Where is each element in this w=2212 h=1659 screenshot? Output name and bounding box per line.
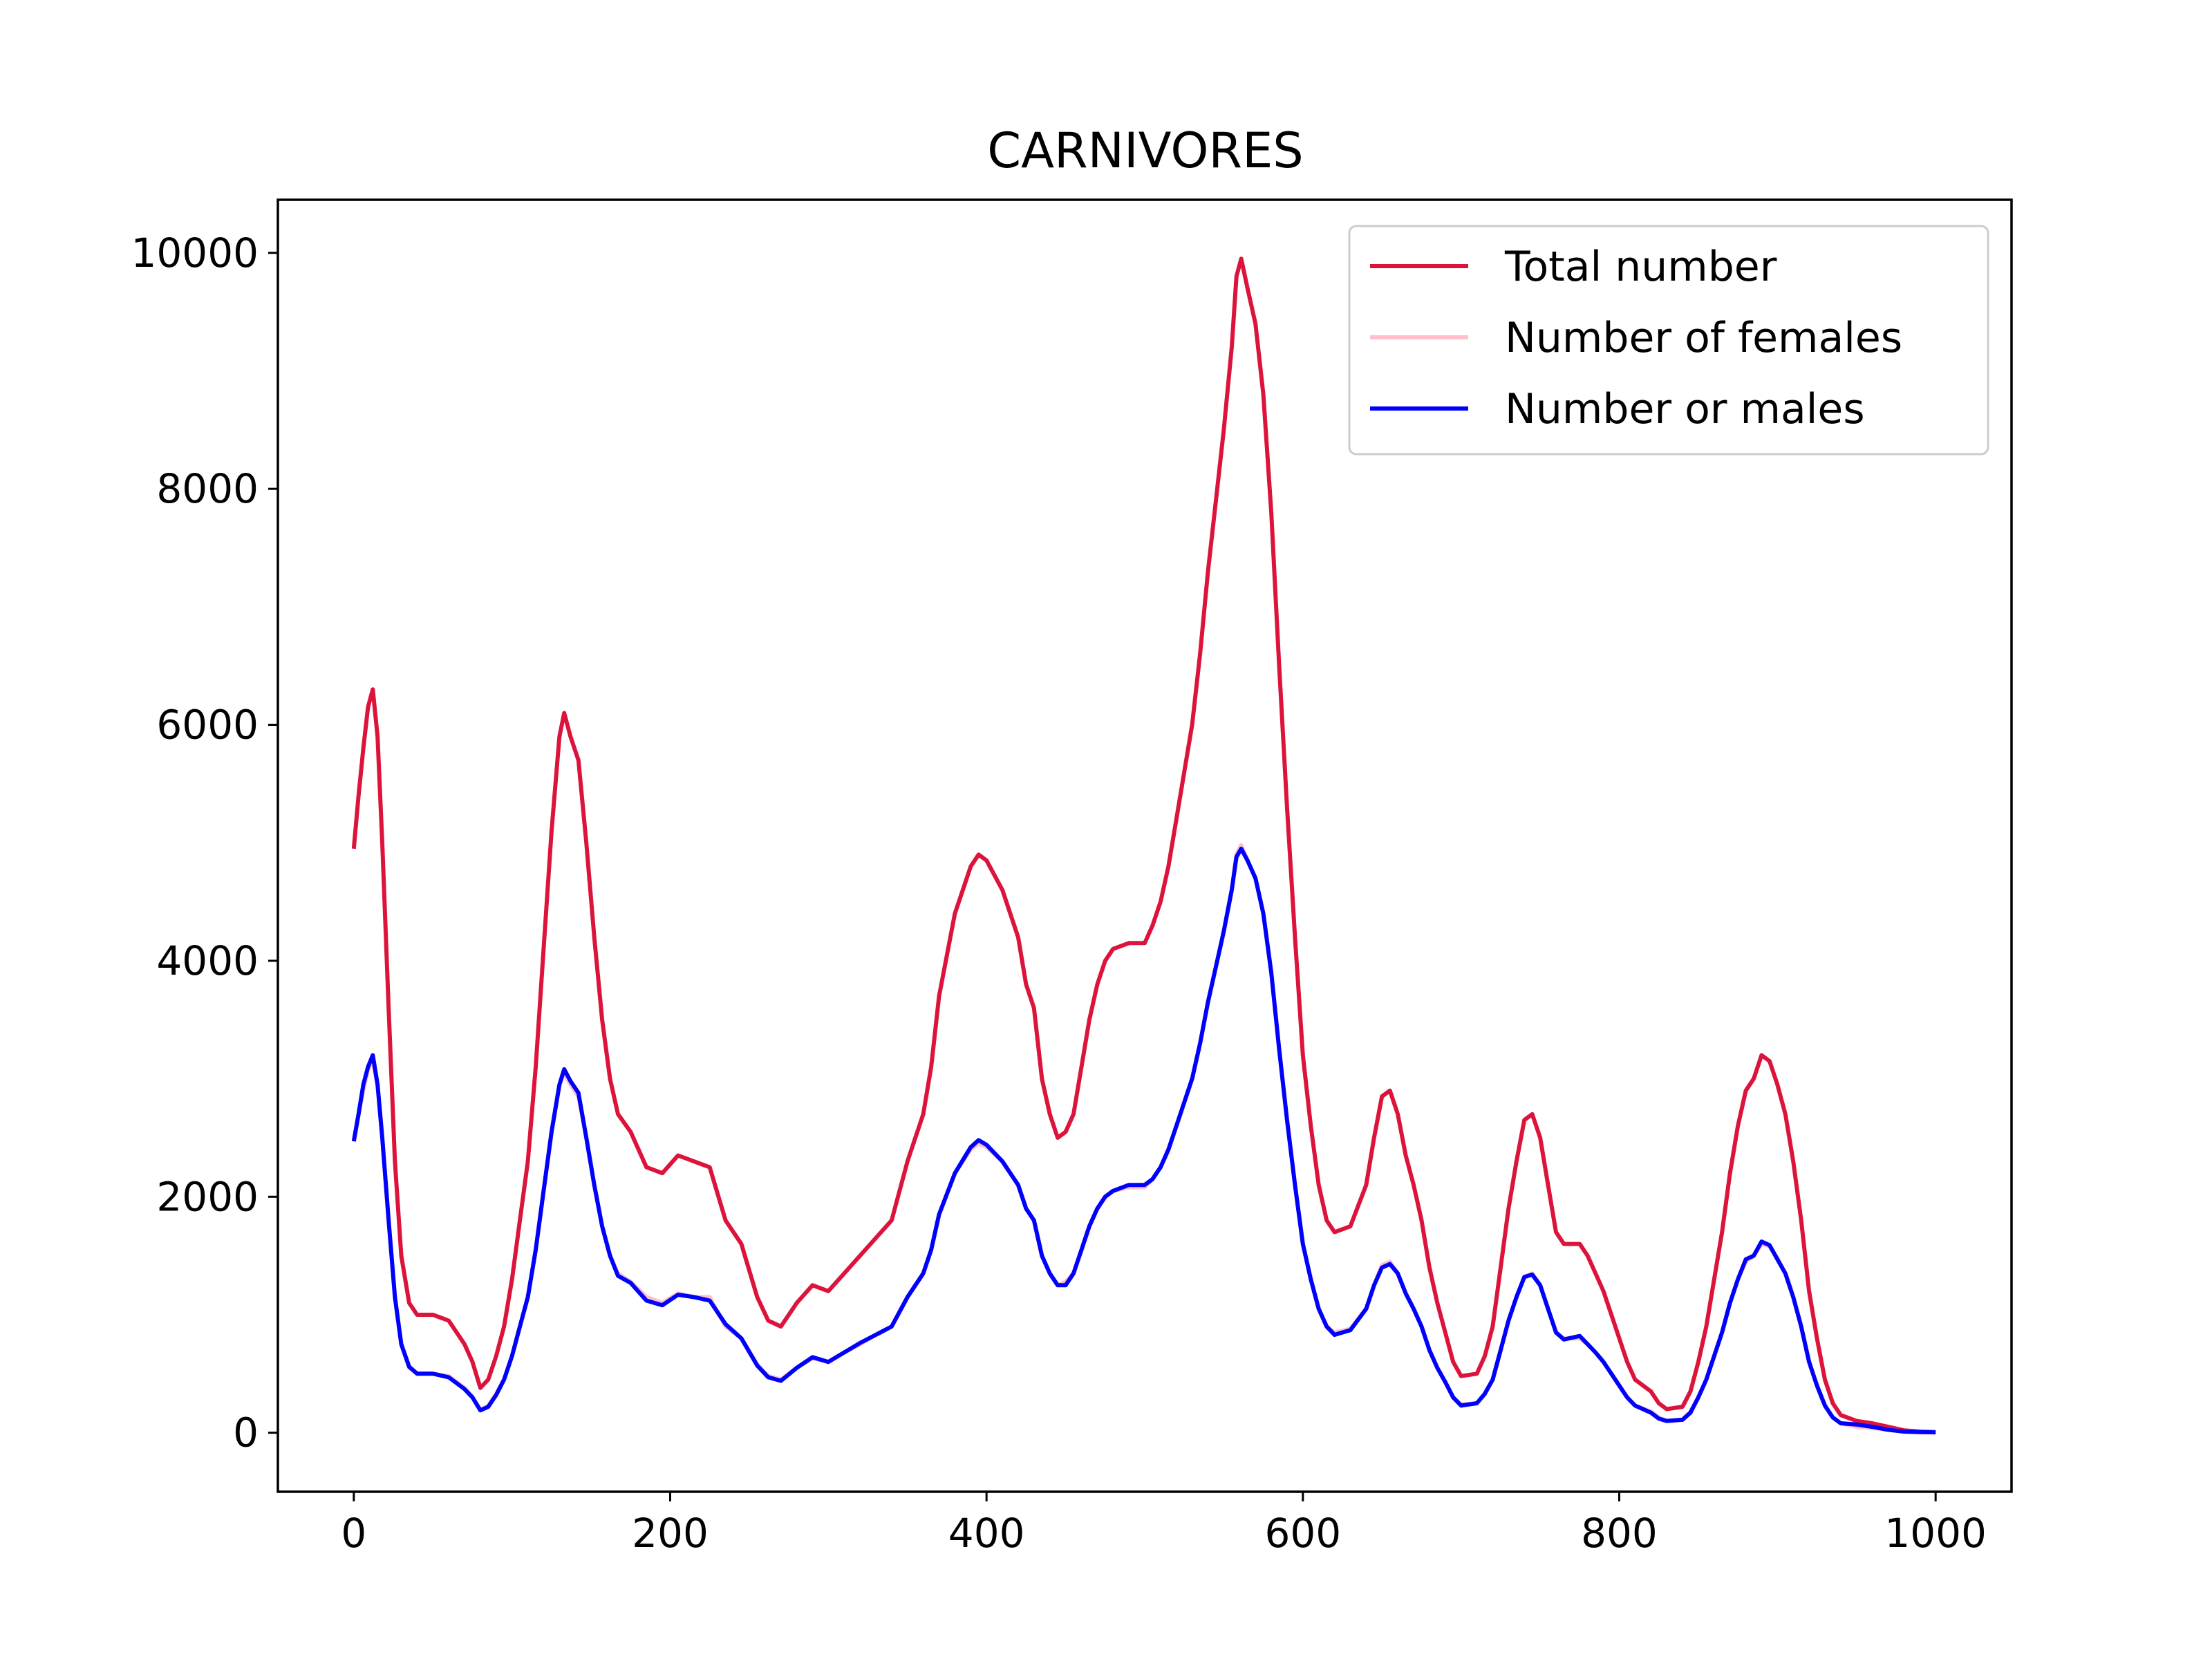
series-line-1 bbox=[351, 256, 1936, 1434]
y-axis: 0 2000 4000 6000 8000 10000 bbox=[131, 229, 278, 1456]
x-tick-label: 0 bbox=[341, 1510, 366, 1557]
chart-title: CARNIVORES bbox=[987, 122, 1303, 179]
series-line-3 bbox=[351, 846, 1936, 1435]
axes-frame bbox=[276, 198, 2013, 1493]
x-tick-label: 400 bbox=[948, 1510, 1025, 1557]
x-tick-label: 1000 bbox=[1884, 1510, 1987, 1557]
y-tick-label: 6000 bbox=[156, 702, 259, 749]
x-axis: 0 200 400 600 800 1000 bbox=[341, 1492, 1987, 1557]
legend-label: Number or males bbox=[1505, 385, 1865, 433]
y-tick-label: 4000 bbox=[156, 937, 259, 984]
legend-box bbox=[1348, 225, 1989, 456]
series-layer bbox=[351, 256, 1936, 1435]
legend: Total number Number of females Number or m… bbox=[1348, 225, 1989, 456]
y-tick-label: 8000 bbox=[156, 465, 259, 512]
x-tick-label: 200 bbox=[632, 1510, 709, 1557]
x-tick-label: 800 bbox=[1581, 1510, 1658, 1557]
legend-label: Total number bbox=[1504, 243, 1777, 291]
y-tick-label: 2000 bbox=[156, 1173, 259, 1220]
y-tick-label: 0 bbox=[233, 1409, 259, 1456]
y-tick-label: 10000 bbox=[131, 229, 259, 276]
legend-label: Number of females bbox=[1505, 314, 1902, 362]
x-tick-label: 600 bbox=[1264, 1510, 1341, 1557]
